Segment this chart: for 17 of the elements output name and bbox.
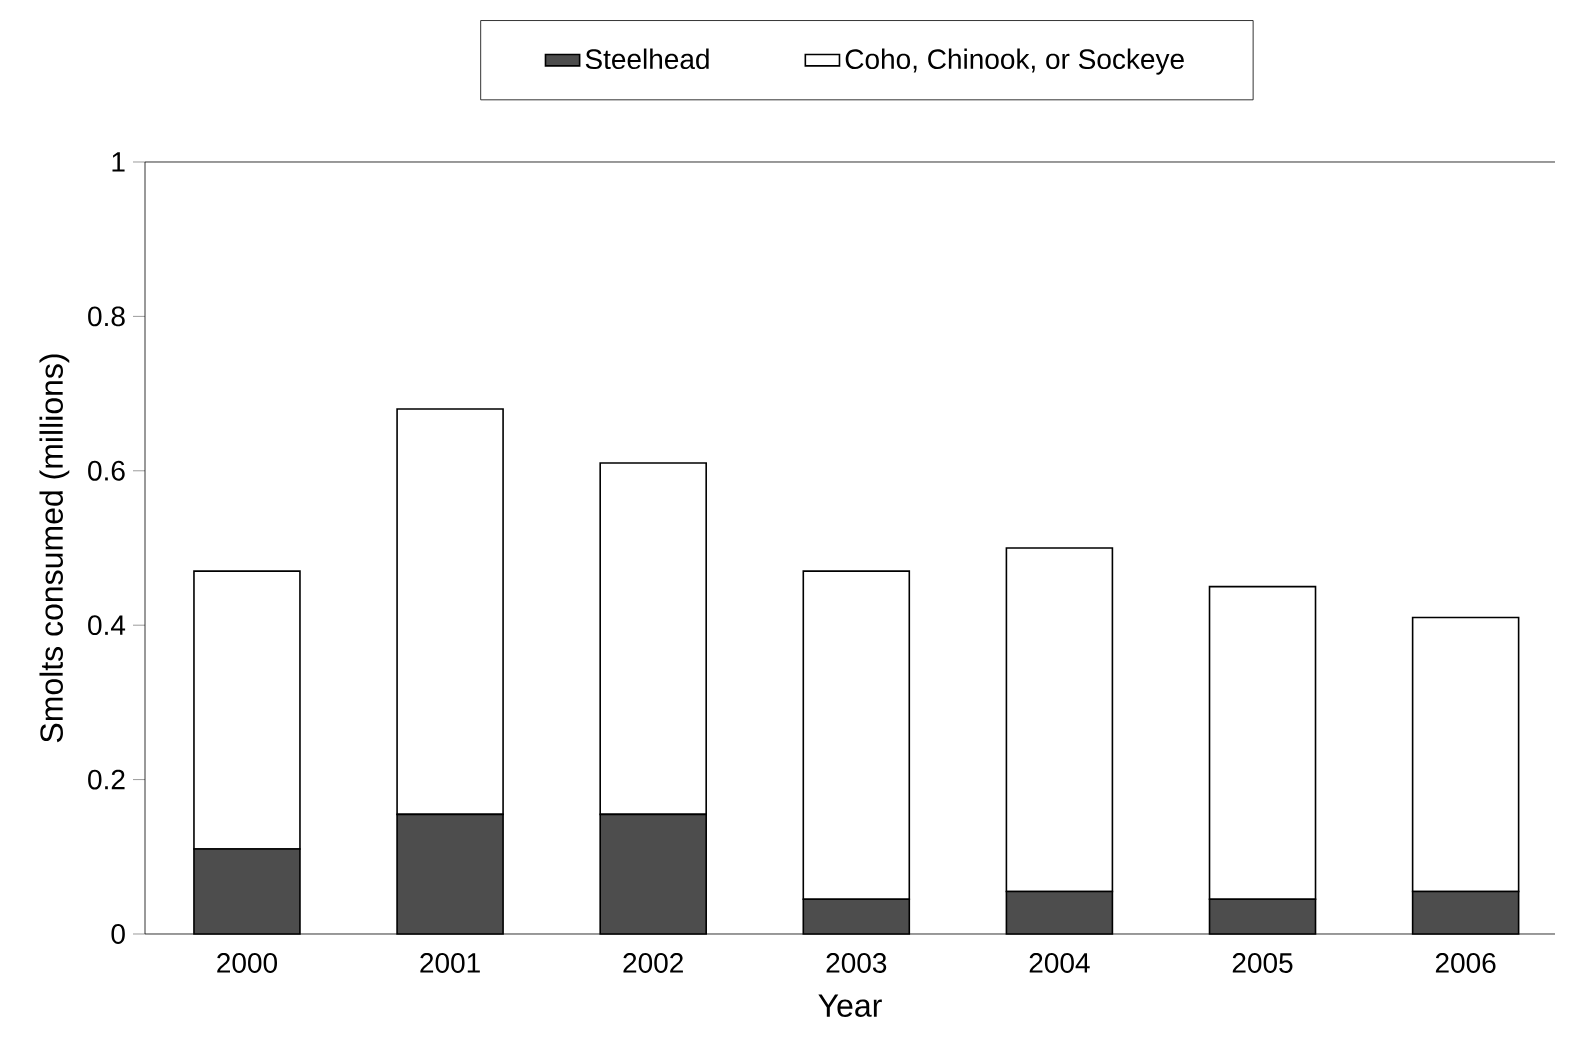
x-axis-title: Year xyxy=(818,994,882,1017)
x-tick-label: 2001 xyxy=(420,953,480,973)
x-tick-label: 2003 xyxy=(826,953,887,973)
y-tick-label: 0.6 xyxy=(88,460,125,481)
x-tick-label: 2005 xyxy=(1232,953,1293,973)
legend-label: Coho, Chinook, or Sockeye xyxy=(845,48,1184,75)
y-tick-label: 1 xyxy=(112,152,125,172)
x-tick-label: 2002 xyxy=(623,953,683,973)
x-tick-label: 2000 xyxy=(217,953,278,973)
x-tick-label: 2004 xyxy=(1029,953,1090,973)
y-tick-label: 0.8 xyxy=(88,306,125,327)
y-tick-label: 0.2 xyxy=(88,769,125,790)
x-tick-label: 2006 xyxy=(1435,953,1496,973)
y-tick-label: 0.4 xyxy=(88,615,126,636)
y-axis-title: Smolts consumed (millions) xyxy=(39,354,70,743)
legend-label: Steelhead xyxy=(585,48,709,70)
y-tick-label: 0 xyxy=(111,924,125,944)
